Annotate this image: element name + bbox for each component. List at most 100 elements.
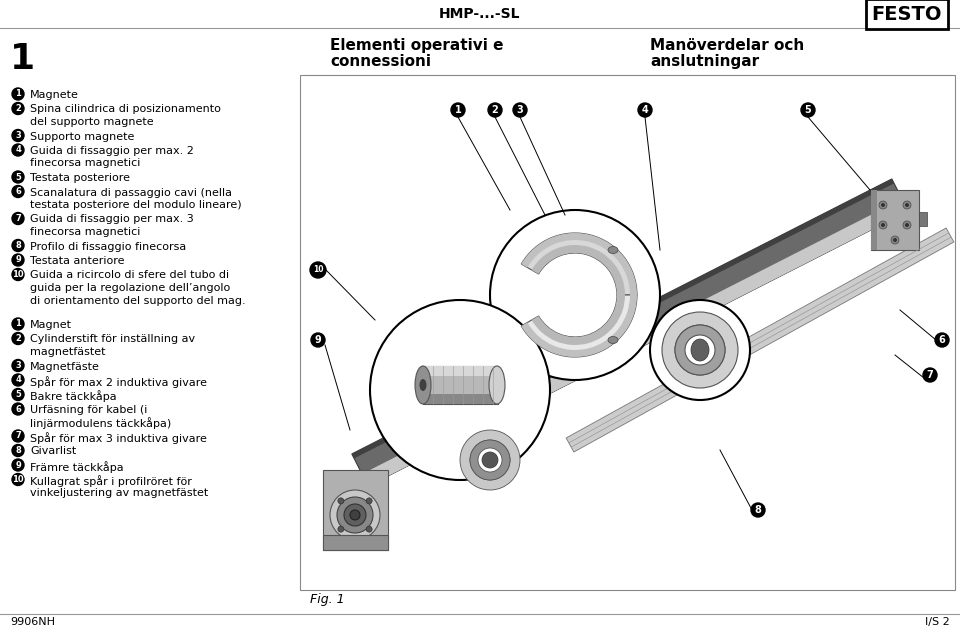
Ellipse shape — [415, 366, 431, 404]
Ellipse shape — [608, 336, 618, 343]
Text: guida per la regolazione dell’angolo: guida per la regolazione dell’angolo — [30, 283, 230, 293]
Text: 6: 6 — [15, 404, 21, 413]
Text: Spår för max 3 induktiva givare: Spår för max 3 induktiva givare — [30, 432, 206, 444]
Bar — [323, 470, 388, 550]
Wedge shape — [532, 245, 625, 345]
Polygon shape — [566, 228, 954, 452]
Circle shape — [650, 300, 750, 400]
Circle shape — [905, 203, 909, 207]
Text: 9906NH: 9906NH — [10, 617, 55, 627]
Text: del supporto magnete: del supporto magnete — [30, 117, 154, 127]
Text: 7: 7 — [15, 432, 21, 440]
Text: 4: 4 — [15, 375, 21, 384]
Circle shape — [311, 333, 325, 347]
Text: 1: 1 — [15, 319, 21, 328]
Text: 7: 7 — [15, 214, 21, 223]
Text: 5: 5 — [804, 105, 811, 115]
Text: I/S 2: I/S 2 — [925, 617, 950, 627]
Text: magnetfästet: magnetfästet — [30, 347, 106, 357]
Wedge shape — [675, 325, 725, 375]
Wedge shape — [521, 233, 637, 357]
Text: 8: 8 — [755, 505, 761, 515]
Circle shape — [879, 221, 887, 229]
Text: Elementi operativi e: Elementi operativi e — [330, 38, 503, 53]
Circle shape — [12, 254, 24, 266]
Bar — [871, 190, 877, 250]
Text: 2: 2 — [15, 104, 21, 113]
Circle shape — [519, 385, 524, 390]
Circle shape — [12, 403, 24, 415]
Text: 9: 9 — [15, 461, 21, 469]
Bar — [919, 212, 927, 226]
Wedge shape — [521, 233, 637, 295]
Bar — [300, 75, 955, 590]
Circle shape — [903, 221, 911, 229]
Text: 1: 1 — [10, 42, 36, 76]
Text: 5: 5 — [15, 390, 21, 399]
Circle shape — [370, 300, 550, 480]
Circle shape — [350, 510, 360, 520]
Circle shape — [12, 212, 24, 224]
Circle shape — [12, 374, 24, 386]
Text: 6: 6 — [939, 335, 946, 345]
Circle shape — [12, 474, 24, 486]
Circle shape — [12, 144, 24, 156]
Circle shape — [366, 526, 372, 532]
Text: 4: 4 — [641, 105, 648, 115]
Circle shape — [12, 130, 24, 142]
Circle shape — [879, 201, 887, 209]
Circle shape — [881, 203, 885, 207]
Circle shape — [12, 389, 24, 401]
Text: 8: 8 — [15, 241, 21, 250]
Text: Guida di fissaggio per max. 3: Guida di fissaggio per max. 3 — [30, 214, 194, 224]
Circle shape — [893, 238, 897, 242]
Wedge shape — [521, 295, 637, 357]
Text: Kullagrat spår i profilröret för: Kullagrat spår i profilröret för — [30, 476, 192, 488]
Text: 5: 5 — [15, 173, 21, 181]
Text: 2: 2 — [492, 105, 498, 115]
Text: vinkeljustering av magnetfästet: vinkeljustering av magnetfästet — [30, 488, 208, 498]
Circle shape — [801, 103, 815, 117]
Circle shape — [935, 333, 949, 347]
Circle shape — [903, 201, 911, 209]
Text: 1: 1 — [455, 105, 462, 115]
Text: Testata posteriore: Testata posteriore — [30, 173, 130, 183]
Circle shape — [338, 498, 344, 504]
Text: 10: 10 — [12, 270, 24, 279]
Text: 10: 10 — [12, 475, 24, 484]
Circle shape — [751, 503, 765, 517]
Circle shape — [344, 504, 366, 526]
Circle shape — [366, 498, 372, 504]
Ellipse shape — [691, 339, 709, 361]
Ellipse shape — [420, 379, 426, 391]
Text: 7: 7 — [926, 370, 933, 380]
Text: Givarlist: Givarlist — [30, 447, 76, 457]
Text: Magnet: Magnet — [30, 320, 72, 330]
Circle shape — [12, 185, 24, 197]
Bar — [423, 394, 498, 404]
Text: 10: 10 — [313, 265, 324, 275]
Ellipse shape — [489, 366, 505, 404]
Text: 3: 3 — [15, 361, 21, 370]
Circle shape — [638, 103, 652, 117]
Circle shape — [12, 103, 24, 115]
Text: Testata anteriore: Testata anteriore — [30, 256, 125, 266]
Circle shape — [881, 223, 885, 227]
Text: 4: 4 — [15, 146, 21, 154]
Text: 9: 9 — [15, 256, 21, 265]
Circle shape — [12, 459, 24, 471]
Text: Profilo di fissaggio finecorsa: Profilo di fissaggio finecorsa — [30, 241, 186, 251]
Text: finecorsa magnetici: finecorsa magnetici — [30, 159, 140, 168]
Text: Spår för max 2 induktiva givare: Spår för max 2 induktiva givare — [30, 376, 207, 388]
Text: 3: 3 — [15, 131, 21, 140]
Bar — [871, 190, 919, 250]
Circle shape — [12, 360, 24, 372]
Text: HMP-...-SL: HMP-...-SL — [440, 7, 520, 21]
Text: di orientamento del supporto del mag.: di orientamento del supporto del mag. — [30, 295, 246, 306]
Circle shape — [12, 318, 24, 330]
Circle shape — [310, 262, 326, 278]
Circle shape — [488, 103, 502, 117]
Circle shape — [12, 333, 24, 345]
Text: Cylinderstift för inställning av: Cylinderstift för inställning av — [30, 335, 195, 345]
Circle shape — [12, 430, 24, 442]
